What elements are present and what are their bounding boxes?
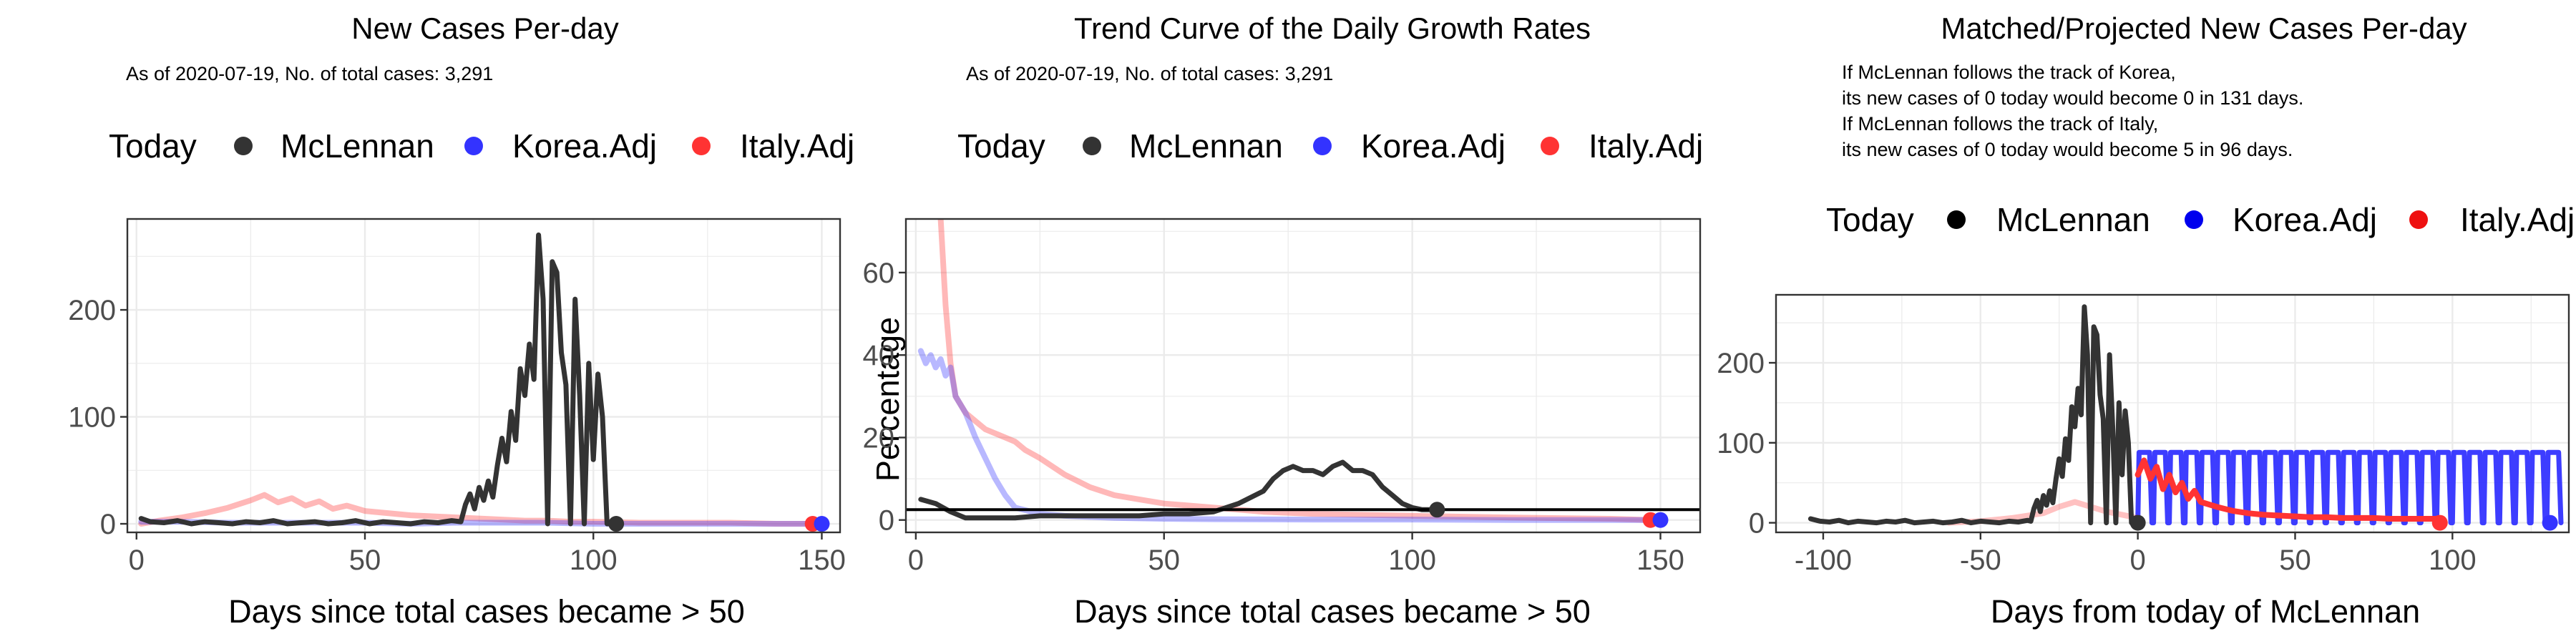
x-tick-label: -50 xyxy=(1960,545,2001,576)
gridlines xyxy=(127,219,840,532)
legend-label-italy: Italy.Adj xyxy=(1589,127,1703,165)
projection-note-2: its new cases of 0 today would become 0 … xyxy=(1842,87,2303,109)
series-group xyxy=(917,219,1664,523)
y-tick-label: 40 xyxy=(863,340,895,371)
legend-key-korea xyxy=(464,137,483,155)
panel-title: Matched/Projected New Cases Per-day xyxy=(1941,11,2467,45)
legend-label-korea: Korea.Adj xyxy=(1361,127,1506,165)
plot-border xyxy=(1775,293,2570,534)
y-tick-label: 100 xyxy=(1717,428,1765,459)
x-tick-label: 0 xyxy=(2130,545,2146,576)
plot-area xyxy=(904,218,1702,534)
gridlines xyxy=(906,219,1700,532)
plot-border xyxy=(904,218,1702,534)
series-line-italy-adj xyxy=(937,219,1654,523)
x-tick-label: 50 xyxy=(1148,545,1181,576)
today-point-korea-adj xyxy=(814,516,830,532)
legend-label-mclennan: McLennan xyxy=(280,127,434,165)
legend-key-mclennan xyxy=(1083,137,1101,155)
x-tick-label: 50 xyxy=(2279,545,2311,576)
legend: Today McLennan Korea.Adj Italy.Adj xyxy=(1826,201,2575,238)
plot-area xyxy=(1775,293,2570,534)
legend-label-korea: Korea.Adj xyxy=(2233,201,2377,238)
x-axis-title: Days since total cases became > 50 xyxy=(1074,593,1591,630)
plot-area xyxy=(126,218,841,534)
legend-label-italy: Italy.Adj xyxy=(2460,201,2575,238)
legend-label-korea: Korea.Adj xyxy=(512,127,657,165)
series-group xyxy=(1807,304,2564,526)
today-point-korea-adj xyxy=(1652,512,1669,528)
panel-projected: Matched/Projected New Cases Per-day If M… xyxy=(1717,11,2575,630)
legend-title: Today xyxy=(1826,201,1914,238)
series-line-mclennan xyxy=(138,232,619,527)
today-point-italy-adj xyxy=(2431,514,2448,531)
x-tick-label: 0 xyxy=(129,545,145,576)
legend-key-italy xyxy=(692,137,711,155)
legend-key-italy xyxy=(2409,210,2428,229)
series-line-mclennan xyxy=(918,459,1440,521)
series-line-korea-adj xyxy=(917,348,1664,523)
y-tick-label: 20 xyxy=(863,422,895,454)
x-tick-label: -100 xyxy=(1795,545,1852,576)
panel-title: New Cases Per-day xyxy=(351,11,618,45)
projection-note-4: its new cases of 0 today would become 5 … xyxy=(1842,139,2293,160)
projection-note-1: If McLennan follows the track of Korea, xyxy=(1842,62,2176,83)
y-tick-label: 60 xyxy=(863,258,895,289)
plot-background xyxy=(127,219,840,532)
today-point-korea-adj xyxy=(2542,514,2558,531)
y-tick-label: 0 xyxy=(879,505,894,537)
y-tick-label: 200 xyxy=(68,295,116,326)
x-tick-label: 100 xyxy=(1388,545,1436,576)
plot-background xyxy=(906,219,1700,532)
series-line-italy-adj xyxy=(2135,457,2443,522)
x-tick-label: 50 xyxy=(349,545,381,576)
plot-border xyxy=(126,218,841,534)
legend-key-korea xyxy=(1313,137,1332,155)
x-tick-label: 100 xyxy=(2429,545,2477,576)
panel-subtitle: As of 2020-07-19, No. of total cases: 3,… xyxy=(126,63,493,84)
x-axis-title: Days since total cases became > 50 xyxy=(228,593,745,630)
legend-label-mclennan: McLennan xyxy=(1129,127,1283,165)
legend-title: Today xyxy=(109,127,197,165)
legend: Today McLennan Korea.Adj Italy.Adj xyxy=(109,127,854,165)
x-axis-title: Days from today of McLennan xyxy=(1991,593,2420,630)
today-point-mclennan xyxy=(608,516,625,532)
legend-key-italy xyxy=(1541,137,1559,155)
y-tick-label: 200 xyxy=(1717,348,1765,379)
projection-note-3: If McLennan follows the track of Italy, xyxy=(1842,113,2158,135)
y-tick-label: 0 xyxy=(1749,508,1765,540)
legend-key-korea xyxy=(2185,210,2203,229)
y-tick-label: 100 xyxy=(68,402,116,434)
y-axis-title: Percentage xyxy=(869,317,906,482)
x-tick-label: 0 xyxy=(908,545,924,576)
legend-key-mclennan xyxy=(234,137,253,155)
legend: Today McLennan Korea.Adj Italy.Adj xyxy=(957,127,1703,165)
x-tick-label: 150 xyxy=(798,545,846,576)
panel-subtitle: As of 2020-07-19, No. of total cases: 3,… xyxy=(966,63,1333,84)
x-tick-label: 150 xyxy=(1636,545,1684,576)
y-tick-label: 0 xyxy=(100,509,116,540)
panel-title: Trend Curve of the Daily Growth Rates xyxy=(1074,11,1591,45)
panel-new-cases: New Cases Per-day As of 2020-07-19, No. … xyxy=(68,11,854,630)
legend-key-mclennan xyxy=(1947,210,1966,229)
legend-label-mclennan: McLennan xyxy=(1996,201,2150,238)
panel-growth-rates: Trend Curve of the Daily Growth Rates As… xyxy=(863,11,1704,630)
x-tick-label: 100 xyxy=(570,545,618,576)
legend-title: Today xyxy=(957,127,1045,165)
legend-label-italy: Italy.Adj xyxy=(740,127,854,165)
today-point-mclennan xyxy=(2129,514,2146,531)
series-line-korea-adj xyxy=(2135,449,2564,526)
today-point-mclennan xyxy=(1429,502,1445,518)
series-line-mclennan xyxy=(1807,304,2141,526)
